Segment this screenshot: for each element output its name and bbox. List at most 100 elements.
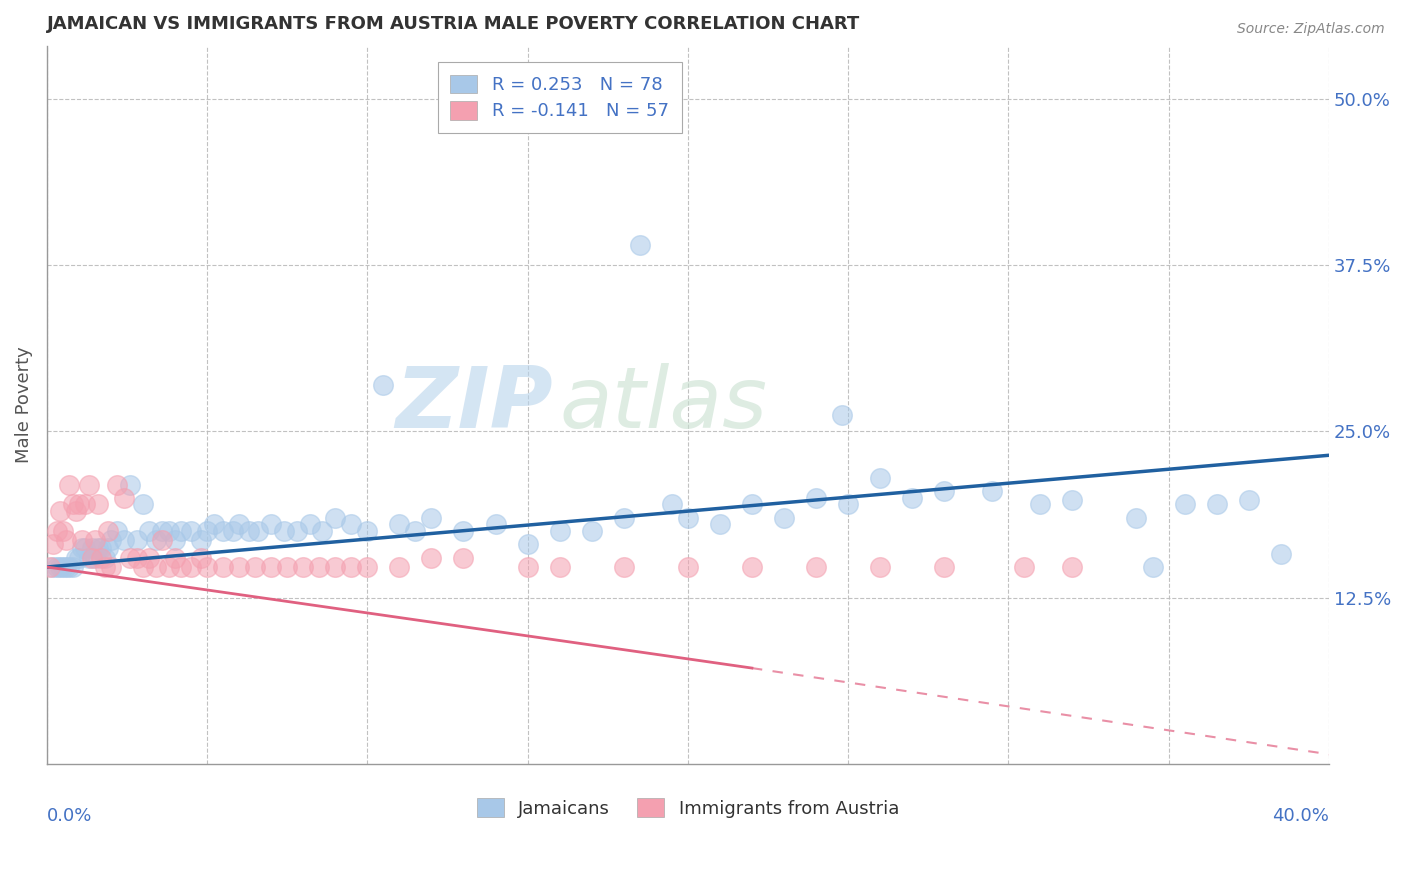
Point bbox=[831, 409, 853, 423]
Point bbox=[138, 524, 160, 538]
Point bbox=[804, 491, 827, 505]
Point bbox=[52, 560, 75, 574]
Point bbox=[548, 560, 571, 574]
Text: JAMAICAN VS IMMIGRANTS FROM AUSTRIA MALE POVERTY CORRELATION CHART: JAMAICAN VS IMMIGRANTS FROM AUSTRIA MALE… bbox=[46, 15, 860, 33]
Text: ZIP: ZIP bbox=[395, 363, 553, 446]
Point bbox=[404, 524, 426, 538]
Point bbox=[212, 524, 235, 538]
Text: Source: ZipAtlas.com: Source: ZipAtlas.com bbox=[1237, 22, 1385, 37]
Point bbox=[1062, 493, 1084, 508]
Point bbox=[67, 498, 90, 512]
Point bbox=[180, 524, 202, 538]
Point bbox=[77, 550, 100, 565]
Point bbox=[45, 524, 67, 538]
Point bbox=[77, 477, 100, 491]
Point bbox=[308, 560, 330, 574]
Point bbox=[238, 524, 260, 538]
Point bbox=[1125, 510, 1147, 524]
Point bbox=[340, 560, 363, 574]
Point bbox=[42, 560, 65, 574]
Point bbox=[298, 517, 321, 532]
Point bbox=[157, 524, 180, 538]
Point bbox=[311, 524, 333, 538]
Point bbox=[323, 560, 346, 574]
Point bbox=[373, 377, 395, 392]
Point bbox=[150, 524, 173, 538]
Point bbox=[120, 477, 142, 491]
Point bbox=[132, 498, 155, 512]
Point bbox=[120, 550, 142, 565]
Point bbox=[247, 524, 270, 538]
Point bbox=[125, 550, 148, 565]
Point bbox=[1270, 547, 1292, 561]
Point bbox=[90, 541, 112, 556]
Point bbox=[75, 498, 97, 512]
Point bbox=[981, 484, 1004, 499]
Text: 40.0%: 40.0% bbox=[1272, 807, 1329, 825]
Point bbox=[222, 524, 245, 538]
Point bbox=[80, 550, 103, 565]
Point bbox=[1173, 498, 1195, 512]
Point bbox=[548, 524, 571, 538]
Point bbox=[52, 524, 75, 538]
Point bbox=[453, 550, 475, 565]
Point bbox=[150, 533, 173, 548]
Point bbox=[39, 560, 62, 574]
Point bbox=[65, 550, 87, 565]
Point bbox=[48, 504, 70, 518]
Point bbox=[1237, 493, 1260, 508]
Point bbox=[165, 550, 187, 565]
Point bbox=[67, 550, 90, 565]
Point bbox=[80, 541, 103, 556]
Point bbox=[105, 477, 128, 491]
Point bbox=[1029, 498, 1052, 512]
Point bbox=[709, 517, 731, 532]
Text: 0.0%: 0.0% bbox=[46, 807, 93, 825]
Point bbox=[901, 491, 924, 505]
Point bbox=[55, 533, 77, 548]
Point bbox=[112, 533, 135, 548]
Point bbox=[484, 517, 506, 532]
Point bbox=[356, 560, 378, 574]
Point bbox=[70, 541, 93, 556]
Point bbox=[340, 517, 363, 532]
Point bbox=[228, 517, 250, 532]
Point bbox=[388, 517, 411, 532]
Text: atlas: atlas bbox=[560, 363, 768, 446]
Point bbox=[190, 550, 212, 565]
Point bbox=[105, 524, 128, 538]
Point bbox=[93, 550, 115, 565]
Point bbox=[773, 510, 796, 524]
Point bbox=[65, 504, 87, 518]
Point bbox=[170, 524, 193, 538]
Point bbox=[516, 560, 538, 574]
Point bbox=[138, 550, 160, 565]
Point bbox=[804, 560, 827, 574]
Point bbox=[145, 560, 167, 574]
Point bbox=[628, 238, 651, 252]
Y-axis label: Male Poverty: Male Poverty bbox=[15, 346, 32, 463]
Point bbox=[1062, 560, 1084, 574]
Point bbox=[190, 533, 212, 548]
Point bbox=[62, 498, 84, 512]
Point bbox=[58, 560, 80, 574]
Point bbox=[62, 560, 84, 574]
Point bbox=[170, 560, 193, 574]
Point bbox=[613, 560, 636, 574]
Point bbox=[1205, 498, 1227, 512]
Point bbox=[87, 498, 110, 512]
Point bbox=[93, 560, 115, 574]
Point bbox=[323, 510, 346, 524]
Point bbox=[613, 510, 636, 524]
Point bbox=[741, 560, 763, 574]
Point bbox=[84, 533, 107, 548]
Point bbox=[157, 560, 180, 574]
Point bbox=[676, 560, 699, 574]
Point bbox=[125, 533, 148, 548]
Point bbox=[45, 560, 67, 574]
Point bbox=[42, 537, 65, 551]
Point bbox=[180, 560, 202, 574]
Point bbox=[837, 498, 859, 512]
Point bbox=[145, 533, 167, 548]
Point bbox=[55, 560, 77, 574]
